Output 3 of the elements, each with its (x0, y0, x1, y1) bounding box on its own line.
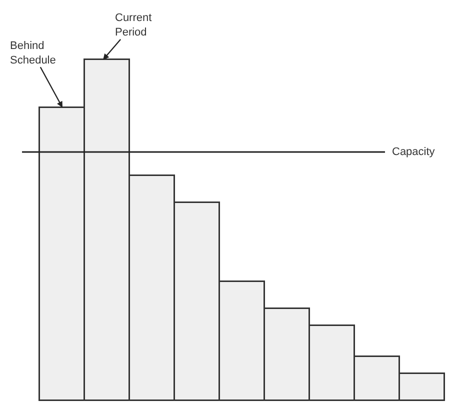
annotation: Behind Schedule (10, 40, 56, 66)
ref-line-label: Capacity (392, 146, 436, 158)
text: Current Period (115, 12, 152, 38)
